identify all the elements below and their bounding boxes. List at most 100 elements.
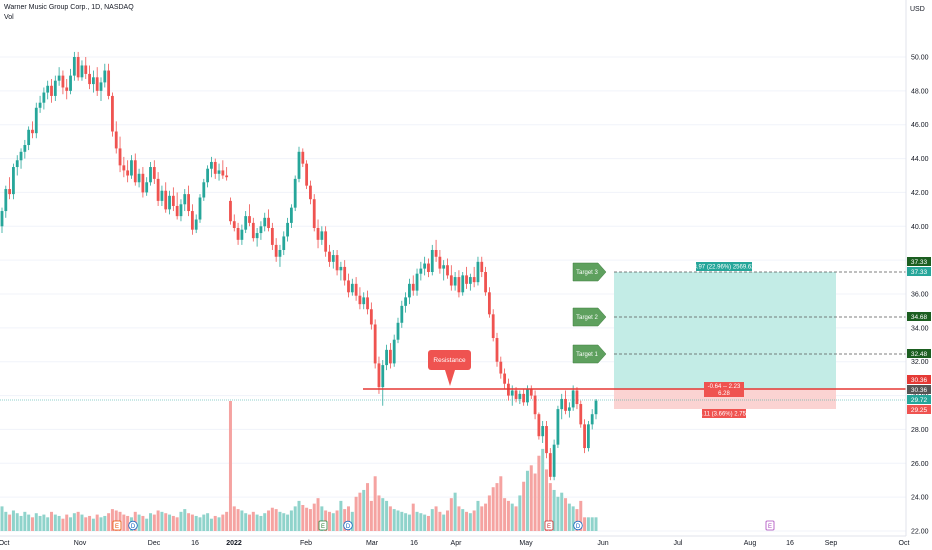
candle-body [324,231,328,252]
earnings-event-icon[interactable]: E [765,520,775,531]
time-tick-label: Oct [0,540,9,547]
candle-body [149,167,152,183]
candle-body [446,265,449,276]
candle-body [171,195,175,206]
dividend-event-icon[interactable]: D [343,520,353,531]
volume-bar [91,518,95,531]
volume-bar [533,473,537,531]
volume-bar [419,513,423,531]
volume-bar [552,489,556,531]
candle-body [80,65,84,78]
earnings-event-icon[interactable]: E [544,520,554,531]
candle-body [274,244,278,257]
volume-bar [156,510,160,531]
volume-bar [567,503,571,531]
candle-body [4,189,8,212]
volume-bar [487,495,491,531]
candle-body [537,414,541,437]
candle-body [552,444,556,477]
volume-bar [103,515,107,531]
candle-body [335,255,339,271]
volume-bar [545,469,548,531]
candle-body [541,426,545,437]
volume-bar [423,514,427,531]
candle-body [34,107,38,134]
candle-body [213,161,217,174]
candle-body [69,75,72,91]
target-2-callout[interactable]: Target 2 [572,307,607,327]
volume-bar [381,498,385,531]
earnings-event-icon[interactable]: E [112,520,122,531]
candle-body [567,407,571,411]
volume-bar [236,509,240,531]
candle-body [225,175,229,178]
volume-bar [297,500,301,531]
price-tick-label: 32.00 [911,359,929,366]
volume-bar [34,513,38,531]
candle-body [202,182,206,198]
volume-bar [23,511,27,531]
volume-bar [335,510,339,531]
candle-body [114,131,118,149]
dividend-event-icon[interactable]: D [573,520,583,531]
candle-body [133,160,137,183]
candle-body [533,395,537,415]
volume-bar [316,498,320,531]
volume-bar [164,513,168,531]
volume-bar [522,481,526,531]
svg-text:E: E [768,524,772,530]
time-tick-label: Nov [74,540,87,547]
price-axis[interactable]: 50.0048.0046.0044.0042.0040.0038.0036.00… [911,55,929,536]
candle-body [46,85,50,93]
volume-bar [350,511,354,531]
volume-bar [453,492,457,531]
candle-body [42,92,46,103]
candle-body [495,338,499,362]
candle-body [518,393,522,399]
volume-bar [240,510,244,531]
volume-bar [160,511,164,531]
volume-bar [171,515,175,531]
candle-body [187,194,190,212]
volume-bar [206,513,210,531]
target-1-callout[interactable]: Target 1 [572,344,607,364]
dividend-event-icon[interactable]: D [128,520,138,531]
price-tag-last: 29.72 [907,395,931,404]
candle-body [442,265,446,269]
candle-body [388,349,392,364]
svg-text:30.36: 30.36 [911,387,928,394]
svg-text:E: E [321,524,325,530]
target-3-callout[interactable]: Target 3 [572,262,607,282]
candle-body [263,217,267,227]
candle-body [255,233,259,239]
volume-bars [0,401,598,531]
candle-body [350,283,354,293]
resistance-callout[interactable]: Resistance [428,350,471,386]
volume-bar [187,513,191,531]
candle-body [499,361,503,374]
entry-ratio-text: 6.28 [718,391,730,397]
earnings-event-icon[interactable]: E [318,520,328,531]
time-tick-label: 16 [191,540,199,547]
volume-bar [461,509,465,531]
candle-body [198,197,202,220]
volume-bar [145,518,149,531]
candle-body [343,266,347,281]
svg-text:E: E [547,524,551,530]
volume-bar [72,513,76,531]
candle-body [53,80,57,96]
entry-stats-badge: -0.64 -- 2.23 6.28 [704,382,744,397]
candle-body [362,297,366,305]
time-axis[interactable]: Oct Nov Dec 16 2022 Feb Mar 16 Apr May Jun Jul Aug 16… [0,540,909,547]
volume-bar [407,514,411,531]
candle-body [141,173,145,193]
volume-bar [339,500,343,531]
svg-text:D: D [346,524,351,530]
volume-bar [465,511,469,531]
volume-bar [57,515,61,531]
candle-body [72,57,76,76]
stop-stats-badge: 1.11 (3.66%) 2.750 [699,409,750,418]
candle-body [526,388,529,403]
